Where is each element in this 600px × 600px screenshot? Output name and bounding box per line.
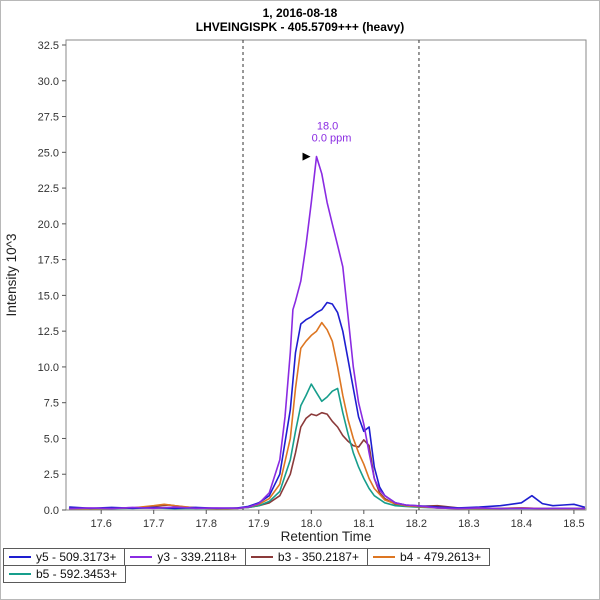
x-tick-label: 18.4 xyxy=(511,518,532,530)
y-tick-label: 0.0 xyxy=(44,505,59,517)
peak-rt-label: 18.0 xyxy=(317,121,338,133)
y-axis-title: Intensity 10^3 xyxy=(4,234,19,317)
legend-swatch-icon xyxy=(9,573,31,575)
legend-label: b5 - 592.3453+ xyxy=(36,567,118,581)
x-tick-label: 18.3 xyxy=(458,518,479,530)
y-tick-label: 5.0 xyxy=(44,433,59,445)
y-axis: 0.0 2.5 5.0 7.5 10.0 12.5 15.0 17.5 20.0 22.5 25.0… xyxy=(38,40,66,517)
legend-item-y3: y3 - 339.2118+ xyxy=(124,548,246,566)
series-y3[interactable] xyxy=(68,155,586,510)
y-tick-label: 25.0 xyxy=(38,147,59,159)
series-y5[interactable] xyxy=(68,301,586,510)
x-axis-title: Retention Time xyxy=(281,529,372,544)
y-tick-label: 22.5 xyxy=(38,183,59,195)
series-b4[interactable] xyxy=(68,321,586,510)
x-tick-label: 17.6 xyxy=(90,518,111,530)
y-tick-label: 10.0 xyxy=(38,362,59,374)
y-tick-label: 7.5 xyxy=(44,398,59,410)
legend-swatch-icon xyxy=(373,556,395,558)
series-b5[interactable] xyxy=(68,383,586,510)
y-tick-label: 2.5 xyxy=(44,469,59,481)
y-tick-label: 30.0 xyxy=(38,76,59,88)
peak-annotation: 18.00.0 ppm xyxy=(302,121,352,161)
peptide-title: LHVEINGISPK - 405.5709+++ (heavy) xyxy=(195,20,405,34)
legend-item-b3: b3 - 350.2187+ xyxy=(244,548,368,566)
legend-item-y5: y5 - 509.3173+ xyxy=(3,548,126,566)
legend-item-b4: b4 - 479.2613+ xyxy=(367,548,491,566)
x-tick-label: 17.9 xyxy=(248,518,269,530)
x-tick-label: 17.8 xyxy=(196,518,217,530)
replicate-title: 1, 2016-08-18 xyxy=(262,6,338,20)
legend-label: y5 - 509.3173+ xyxy=(36,550,117,564)
y-tick-label: 17.5 xyxy=(38,255,59,267)
legend-swatch-icon xyxy=(250,556,273,558)
legend: y5 - 509.3173+ y3 - 339.2118+ b3 - 350.218… xyxy=(1,548,599,583)
x-tick-label: 18.2 xyxy=(406,518,427,530)
legend-label: y3 - 339.2118+ xyxy=(157,550,237,564)
y-tick-label: 15.0 xyxy=(38,290,59,302)
legend-label: b3 - 350.2187+ xyxy=(277,550,359,564)
legend-swatch-icon xyxy=(9,556,31,558)
x-tick-label: 18.0 xyxy=(301,518,322,530)
legend-swatch-icon xyxy=(130,556,153,558)
x-tick-label: 18.5 xyxy=(563,518,584,530)
peak-arrow-icon xyxy=(302,152,311,161)
plot-border xyxy=(65,39,587,511)
x-tick-label: 17.7 xyxy=(143,518,164,530)
legend-row: y5 - 509.3173+ y3 - 339.2118+ b3 - 350.218… xyxy=(3,548,599,566)
y-tick-label: 32.5 xyxy=(38,40,59,52)
y-tick-label: 27.5 xyxy=(38,112,59,124)
x-axis: 17.6 17.7 17.8 17.9 18.0 18.1 18.2 18.3 18.4 18.5 xyxy=(90,510,585,530)
peak-ppm-label: 0.0 ppm xyxy=(312,133,352,145)
chromatogram-plot[interactable]: Intensity 10^3 Retention Time 0.0 2.5 5.0 7… xyxy=(1,34,600,546)
series-b3[interactable] xyxy=(68,411,586,510)
x-tick-label: 18.1 xyxy=(353,518,374,530)
legend-item-b5: b5 - 592.3453+ xyxy=(3,565,127,583)
legend-label: b4 - 479.2613+ xyxy=(400,550,482,564)
y-tick-label: 12.5 xyxy=(38,326,59,338)
y-tick-label: 20.0 xyxy=(38,219,59,231)
chart-titles: 1, 2016-08-18 LHVEINGISPK - 405.5709+++ … xyxy=(1,1,599,34)
legend-row: b5 - 592.3453+ xyxy=(3,565,599,583)
